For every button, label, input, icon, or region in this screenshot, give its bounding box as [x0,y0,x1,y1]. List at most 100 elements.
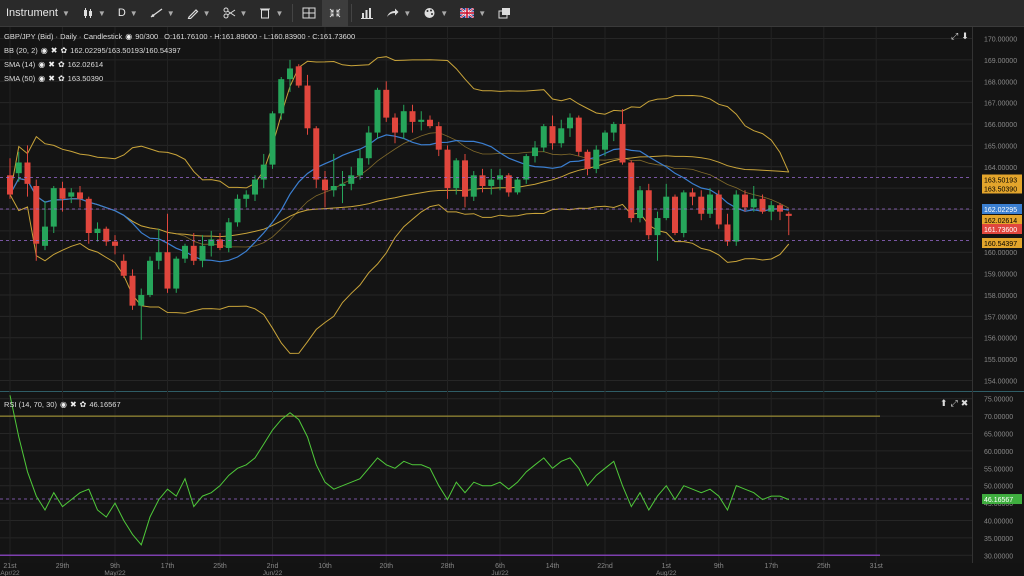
date-tick-label: 28th [441,563,455,570]
candle-body [252,179,258,195]
chevron-down-icon: ▼ [403,8,412,18]
delete-drawings-button[interactable]: ▼ [253,0,289,27]
candle-body [628,162,635,219]
price-tags: 163.50193 163.50390 162.02295 162.02614 161.… [982,174,1022,505]
rsi-pane-bg [0,393,1024,563]
indicator-name: SMA (50) [4,74,36,83]
chevron-down-icon: ▼ [239,8,248,18]
candle-body [33,185,40,244]
candle-body [103,228,110,242]
candle-body [120,260,127,276]
candlestick-icon [83,8,92,18]
price-tick-label: 155.00000 [984,357,1017,364]
date-tick-label: 10th [318,563,332,570]
price-tag [982,224,1022,234]
indicator-value: 162.02295/163.50193/160.54397 [70,46,181,55]
candle-body [94,228,101,234]
candle-body [217,239,223,248]
close-icon[interactable]: ✖ [960,398,969,408]
indicators-button[interactable] [355,0,380,27]
gear-icon[interactable]: ✿ [57,60,65,69]
main-pane-controls: ⤢ ⬇ [951,31,969,42]
date-tick-label: 14th [546,563,560,570]
price-tick-label: 158.00000 [984,293,1017,300]
chart-area[interactable]: 170.00000 169.00000 168.00000 167.00000 166.… [0,27,1024,576]
layout-button[interactable] [296,0,322,27]
close-icon[interactable]: ✖ [48,60,55,69]
share-button[interactable]: ▼ [380,0,417,27]
close-icon[interactable]: ✖ [69,400,77,409]
candle-body [208,239,215,246]
arrow-up-icon[interactable]: ⬆ [940,398,948,408]
candle-body [470,175,477,197]
instrument-selector[interactable]: Instrument ▼ [0,0,76,27]
gear-icon[interactable]: ✿ [57,74,65,83]
date-tick-label: 31st [870,563,883,570]
rsi-value: 46.16567 [89,400,121,409]
candle-body [190,245,197,261]
candle-body [322,179,328,191]
candle-body [409,111,416,122]
candle-body [182,245,188,259]
crosshair-tools-button[interactable]: ▼ [217,0,254,27]
price-tick-label: 169.00000 [984,58,1017,65]
chevron-down-icon: ▼ [129,8,138,18]
eye-icon[interactable]: ◉ [38,60,46,69]
collapse-arrows-icon [330,8,341,18]
language-button[interactable]: ▼ [454,0,492,27]
chevron-down-icon: ▼ [97,8,106,18]
rsi-name: RSI (14, 70, 30) [4,400,57,409]
gear-icon[interactable]: ✿ [60,46,68,55]
popout-button[interactable] [492,0,517,27]
rsi-legend: RSI (14, 70, 30) ◉ ✖ ✿ 46.16567 [4,400,121,409]
candle-body [138,294,145,306]
rsi-tick-label: 55.00000 [984,466,1013,473]
arrow-down-icon[interactable]: ⬇ [961,31,969,41]
theme-button[interactable]: ▼ [417,0,454,27]
candle-body [654,218,661,236]
candle-body [357,158,363,176]
candle-body [68,192,75,197]
candle-body [173,258,180,289]
date-tick-label: 9th [714,563,724,570]
candle-body [287,68,293,80]
expand-icon[interactable]: ⤢ [950,398,958,408]
trendline-icon [150,8,163,18]
price-tag [982,183,1022,194]
indicator-value: 162.02614 [67,60,104,69]
drawing-tools-button[interactable]: ▼ [144,0,181,27]
fit-chart-button[interactable] [322,0,349,27]
rsi-tick-label: 45.00000 [984,501,1013,508]
gear-icon[interactable]: ✿ [79,400,87,409]
pencil-icon [187,9,198,19]
candle-body [505,175,512,193]
candle-body [348,175,355,184]
rsi-line [9,395,789,546]
eye-icon[interactable]: ◉ [59,400,67,409]
bar-chart-icon [361,8,374,19]
toolbar-divider [292,4,294,22]
chevron-down-icon: ▼ [478,8,487,18]
eye-icon[interactable]: ◉ [125,32,133,41]
candle-body [392,117,398,133]
price-tag-label: 160.54397 [984,241,1017,248]
chart-type-button[interactable]: ▼ [76,0,112,27]
indicator-legend-sma50: SMA (50) ◉ ✖ ✿ 163.50390 [4,74,103,83]
bb-upper-line [9,56,790,195]
eye-icon[interactable]: ◉ [38,74,46,83]
chevron-down-icon: ▼ [202,8,211,18]
rsi-tick-label: 35.00000 [984,536,1013,543]
close-icon[interactable]: ✖ [48,74,55,83]
timeframe-selector[interactable]: D ▼ [112,0,144,27]
grid-layout-icon [302,7,316,19]
candle-body [733,194,740,242]
date-tick-label: 17th [161,563,175,570]
annotation-tools-button[interactable]: ▼ [181,0,217,27]
date-tick-label: 2nd [267,563,279,570]
candle-body [260,164,267,180]
sma50-line [9,155,789,238]
close-icon[interactable]: ✖ [50,46,58,55]
expand-icon[interactable]: ⤢ [951,31,959,41]
eye-icon[interactable]: ◉ [40,46,48,55]
date-tick-label: 9th [110,563,120,570]
